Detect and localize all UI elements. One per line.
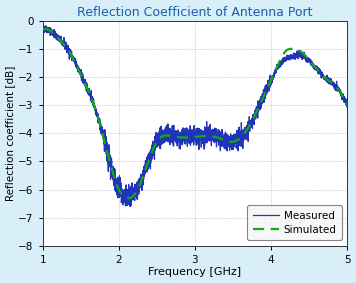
X-axis label: Frequency [GHz]: Frequency [GHz] <box>148 267 241 277</box>
Simulated <box>345 104 349 107</box>
Line: Simulated: Simulated <box>43 29 347 198</box>
Simulated <box>126 197 131 200</box>
Measured <box>345 104 349 107</box>
Simulated <box>119 192 124 196</box>
Y-axis label: Reflection coefficient [dB]: Reflection coefficient [dB] <box>6 66 16 201</box>
Measured <box>94 107 98 110</box>
Measured <box>128 205 132 208</box>
Simulated <box>271 74 275 78</box>
Measured <box>75 67 80 70</box>
Simulated <box>41 28 45 31</box>
Measured <box>307 56 311 60</box>
Simulated <box>245 128 249 131</box>
Measured <box>157 140 162 143</box>
Measured <box>339 91 344 95</box>
Simulated <box>95 113 99 116</box>
Legend: Measured, Simulated: Measured, Simulated <box>247 205 342 241</box>
Measured <box>44 24 48 27</box>
Simulated <box>221 138 225 142</box>
Simulated <box>43 27 47 31</box>
Line: Measured: Measured <box>43 26 347 207</box>
Title: Reflection Coefficient of Antenna Port: Reflection Coefficient of Antenna Port <box>77 6 313 19</box>
Simulated <box>179 136 184 139</box>
Measured <box>41 27 45 30</box>
Measured <box>171 131 175 135</box>
